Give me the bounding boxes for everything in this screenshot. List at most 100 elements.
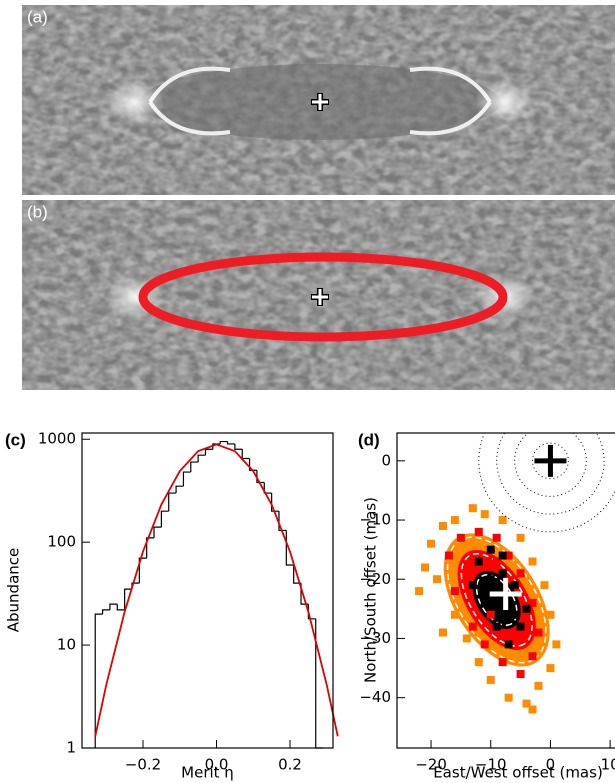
histogram-bin bbox=[101, 609, 110, 615]
histogram-bin bbox=[168, 492, 177, 512]
point bbox=[498, 551, 507, 560]
histogram-bin bbox=[219, 440, 228, 444]
point bbox=[528, 598, 537, 607]
histogram-bin bbox=[160, 510, 169, 528]
point bbox=[492, 557, 501, 566]
x-tick-label: −20 bbox=[415, 756, 447, 774]
point bbox=[480, 510, 489, 519]
point bbox=[480, 640, 489, 649]
point bbox=[456, 533, 465, 542]
point bbox=[462, 634, 471, 643]
point bbox=[492, 622, 501, 631]
point bbox=[498, 516, 507, 525]
histogram-bin bbox=[197, 454, 206, 463]
y-tick-label: 1 bbox=[66, 739, 76, 757]
plot-area bbox=[415, 433, 615, 714]
histogram-bin bbox=[293, 564, 302, 584]
point bbox=[421, 563, 430, 572]
point bbox=[516, 569, 525, 578]
y-tick-label: −10 bbox=[359, 511, 391, 529]
histogram-bin bbox=[182, 471, 191, 487]
point bbox=[474, 557, 483, 566]
histogram-bin bbox=[153, 526, 162, 538]
panel-label: (c) bbox=[5, 430, 26, 449]
x-tick-label: −0.2 bbox=[125, 756, 161, 774]
point bbox=[427, 539, 436, 548]
plot-frame bbox=[396, 432, 615, 749]
y-tick-label: −20 bbox=[359, 570, 391, 588]
cross bbox=[534, 444, 567, 477]
point bbox=[528, 705, 537, 714]
point bbox=[486, 575, 495, 584]
contour bbox=[460, 553, 533, 647]
histogram-bin bbox=[116, 604, 125, 611]
plot-frame bbox=[81, 432, 334, 749]
histogram-bin bbox=[226, 441, 235, 445]
point bbox=[444, 551, 453, 560]
x-tick-label: −10 bbox=[475, 756, 507, 774]
y-axis-label: North/South offset (mas) bbox=[362, 497, 380, 683]
point bbox=[504, 693, 513, 702]
point bbox=[474, 658, 483, 667]
y-axis-label: Abundance bbox=[5, 548, 23, 633]
histogram-bin bbox=[175, 485, 184, 494]
panel-d: (d)North/South offset (mas)−20 −10 0 100−10… bbox=[358, 430, 615, 782]
point bbox=[498, 569, 507, 578]
panel-label: (d) bbox=[358, 430, 380, 449]
histogram-bin bbox=[109, 603, 118, 610]
histogram-bin bbox=[256, 470, 265, 484]
point bbox=[474, 527, 483, 536]
histogram-bin bbox=[124, 588, 132, 610]
point bbox=[516, 622, 525, 631]
histogram-bin bbox=[248, 458, 257, 471]
point bbox=[534, 681, 543, 690]
point bbox=[480, 598, 489, 607]
x-tick-label: 10 bbox=[601, 756, 615, 774]
histogram-bin bbox=[278, 511, 287, 532]
x-tick-label: 0.0 bbox=[205, 756, 229, 774]
point bbox=[415, 587, 424, 596]
point bbox=[498, 658, 507, 667]
point bbox=[492, 533, 501, 542]
point bbox=[486, 675, 495, 684]
circle bbox=[532, 442, 569, 480]
point bbox=[516, 533, 525, 542]
point bbox=[468, 622, 477, 631]
histogram-bin bbox=[271, 493, 279, 512]
point bbox=[486, 545, 495, 554]
circle bbox=[514, 433, 587, 497]
point bbox=[468, 504, 477, 513]
point bbox=[522, 604, 531, 613]
point bbox=[504, 640, 513, 649]
point bbox=[438, 521, 447, 530]
panel-label: (b) bbox=[27, 202, 48, 221]
y-tick-label: 10 bbox=[57, 636, 76, 654]
x-tick-label: 0.2 bbox=[278, 756, 302, 774]
histogram-bin bbox=[263, 482, 272, 494]
point bbox=[546, 610, 555, 619]
histogram-bin bbox=[190, 461, 199, 473]
y-tick-label: −40 bbox=[359, 688, 391, 706]
point bbox=[450, 516, 459, 525]
point bbox=[433, 575, 442, 584]
cross bbox=[489, 578, 522, 611]
histogram-bin bbox=[138, 557, 147, 584]
panel-b: (b) bbox=[22, 200, 615, 390]
point bbox=[510, 634, 519, 643]
y-tick-label: 1000 bbox=[38, 430, 76, 448]
point bbox=[438, 628, 447, 637]
histogram-bin bbox=[315, 618, 324, 749]
point bbox=[552, 640, 561, 649]
circle bbox=[496, 433, 605, 515]
point bbox=[450, 587, 459, 596]
point bbox=[522, 699, 531, 708]
y-tick-label: −30 bbox=[359, 629, 391, 647]
point bbox=[486, 610, 495, 619]
x-axis-label: East/West offset (mas) bbox=[433, 764, 603, 782]
contour bbox=[475, 574, 518, 626]
point bbox=[492, 593, 501, 602]
point bbox=[534, 628, 543, 637]
panel-c: (c) Abundance −0.2 0.0 0.2 1 10 100 1000 Merit η bbox=[5, 430, 339, 782]
point bbox=[546, 664, 555, 673]
